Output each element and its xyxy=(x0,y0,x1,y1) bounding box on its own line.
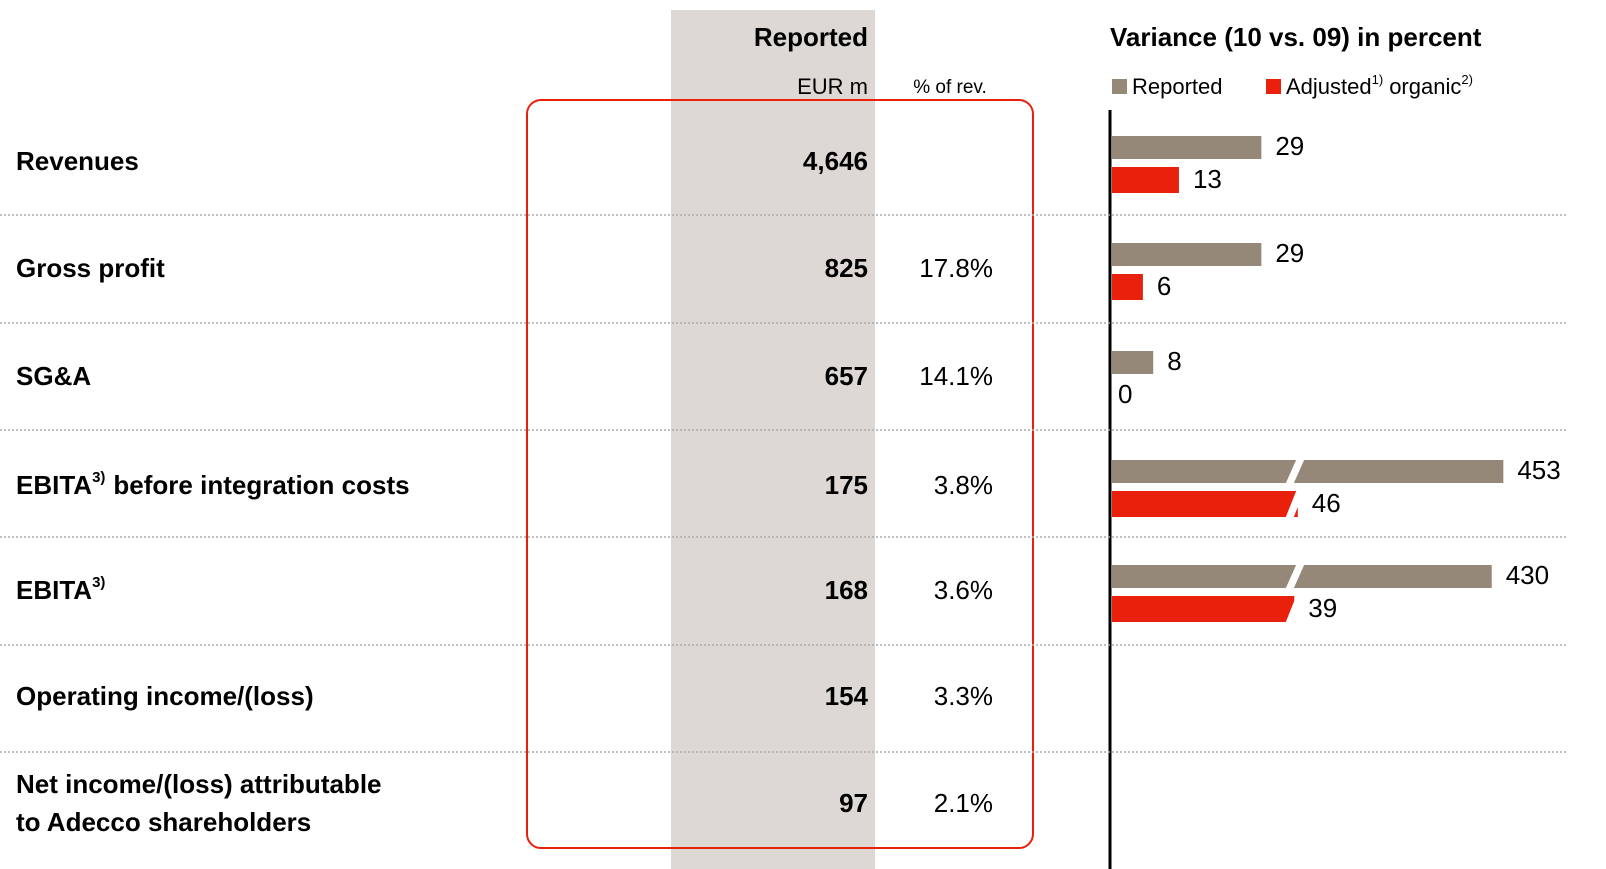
row-label-text: EBITA xyxy=(16,470,92,500)
row-label: SG&A xyxy=(16,361,91,391)
row-label-text: Net income/(loss) attributable xyxy=(16,769,382,799)
legend-note: 1) xyxy=(1372,72,1384,87)
eur-value: 175 xyxy=(825,470,868,500)
value-label: 430 xyxy=(1506,560,1549,590)
row-label: Revenues xyxy=(16,146,139,176)
row-label-text: Gross profit xyxy=(16,253,165,283)
row-label-text: SG&A xyxy=(16,361,91,391)
eur-value: 4,646 xyxy=(803,146,868,176)
row-label-note: 3) xyxy=(92,469,105,486)
axis-break xyxy=(1285,489,1305,519)
eur-value: 825 xyxy=(825,253,868,283)
bar xyxy=(1112,596,1295,622)
axis-break xyxy=(1285,594,1305,624)
row-label: EBITA3) before integration costs xyxy=(16,469,410,499)
pct-value: 3.8% xyxy=(934,470,993,500)
highlight-box xyxy=(526,99,1034,849)
pct-value: 3.3% xyxy=(934,681,993,711)
value-label: 29 xyxy=(1275,131,1304,161)
bar xyxy=(1112,167,1179,193)
value-label: 39 xyxy=(1308,593,1337,623)
bar xyxy=(1112,351,1154,374)
axis-break xyxy=(1285,563,1305,590)
pct-value: 3.6% xyxy=(934,575,993,605)
bar xyxy=(1112,274,1143,300)
legend-suffix: organic xyxy=(1389,74,1461,99)
row-label-text: Operating income/(loss) xyxy=(16,681,314,711)
value-label: 453 xyxy=(1517,455,1560,485)
chart-title: Variance (10 vs. 09) in percent xyxy=(1110,22,1482,52)
eur-header: EUR m xyxy=(797,74,868,99)
row-label-text: Revenues xyxy=(16,146,139,176)
row-label: to Adecco shareholders xyxy=(16,807,311,837)
pct-value: 14.1% xyxy=(919,361,993,391)
legend-entry: Reported xyxy=(1132,74,1223,99)
eur-value: 657 xyxy=(825,361,868,391)
row-label-text: EBITA xyxy=(16,575,92,605)
value-label: 0 xyxy=(1118,379,1132,409)
reported-column xyxy=(671,10,875,869)
value-label: 6 xyxy=(1157,271,1171,301)
bar xyxy=(1112,136,1262,159)
row-label: Operating income/(loss) xyxy=(16,681,314,711)
axis-break xyxy=(1285,458,1305,485)
value-label: 13 xyxy=(1193,164,1222,194)
value-label: 46 xyxy=(1312,488,1341,518)
bar xyxy=(1112,491,1298,517)
reported-header: Reported xyxy=(754,22,868,52)
value-label: 29 xyxy=(1275,238,1304,268)
pct-value: 17.8% xyxy=(919,253,993,283)
legend-name: Adjusted xyxy=(1286,74,1372,99)
pct-value: 2.1% xyxy=(934,788,993,818)
eur-value: 154 xyxy=(825,681,869,711)
bar xyxy=(1112,243,1262,266)
value-label: 8 xyxy=(1167,346,1181,376)
legend-note: 2) xyxy=(1461,72,1473,87)
pct-header: % of rev. xyxy=(913,77,987,98)
eur-value: 168 xyxy=(825,575,868,605)
bar xyxy=(1112,460,1504,483)
legend-swatch xyxy=(1266,79,1281,94)
legend-swatch xyxy=(1112,79,1127,94)
row-label: EBITA3) xyxy=(16,574,105,604)
row-label-note: 3) xyxy=(92,574,105,591)
row-label: Net income/(loss) attributable xyxy=(16,769,382,799)
row-label-suffix: before integration costs xyxy=(113,470,409,500)
legend-name: Reported xyxy=(1132,74,1223,99)
eur-value: 97 xyxy=(839,788,868,818)
legend-entry: Adjusted1) organic2) xyxy=(1286,72,1473,99)
row-label-text: to Adecco shareholders xyxy=(16,807,311,837)
bar xyxy=(1112,565,1492,588)
row-label: Gross profit xyxy=(16,253,165,283)
